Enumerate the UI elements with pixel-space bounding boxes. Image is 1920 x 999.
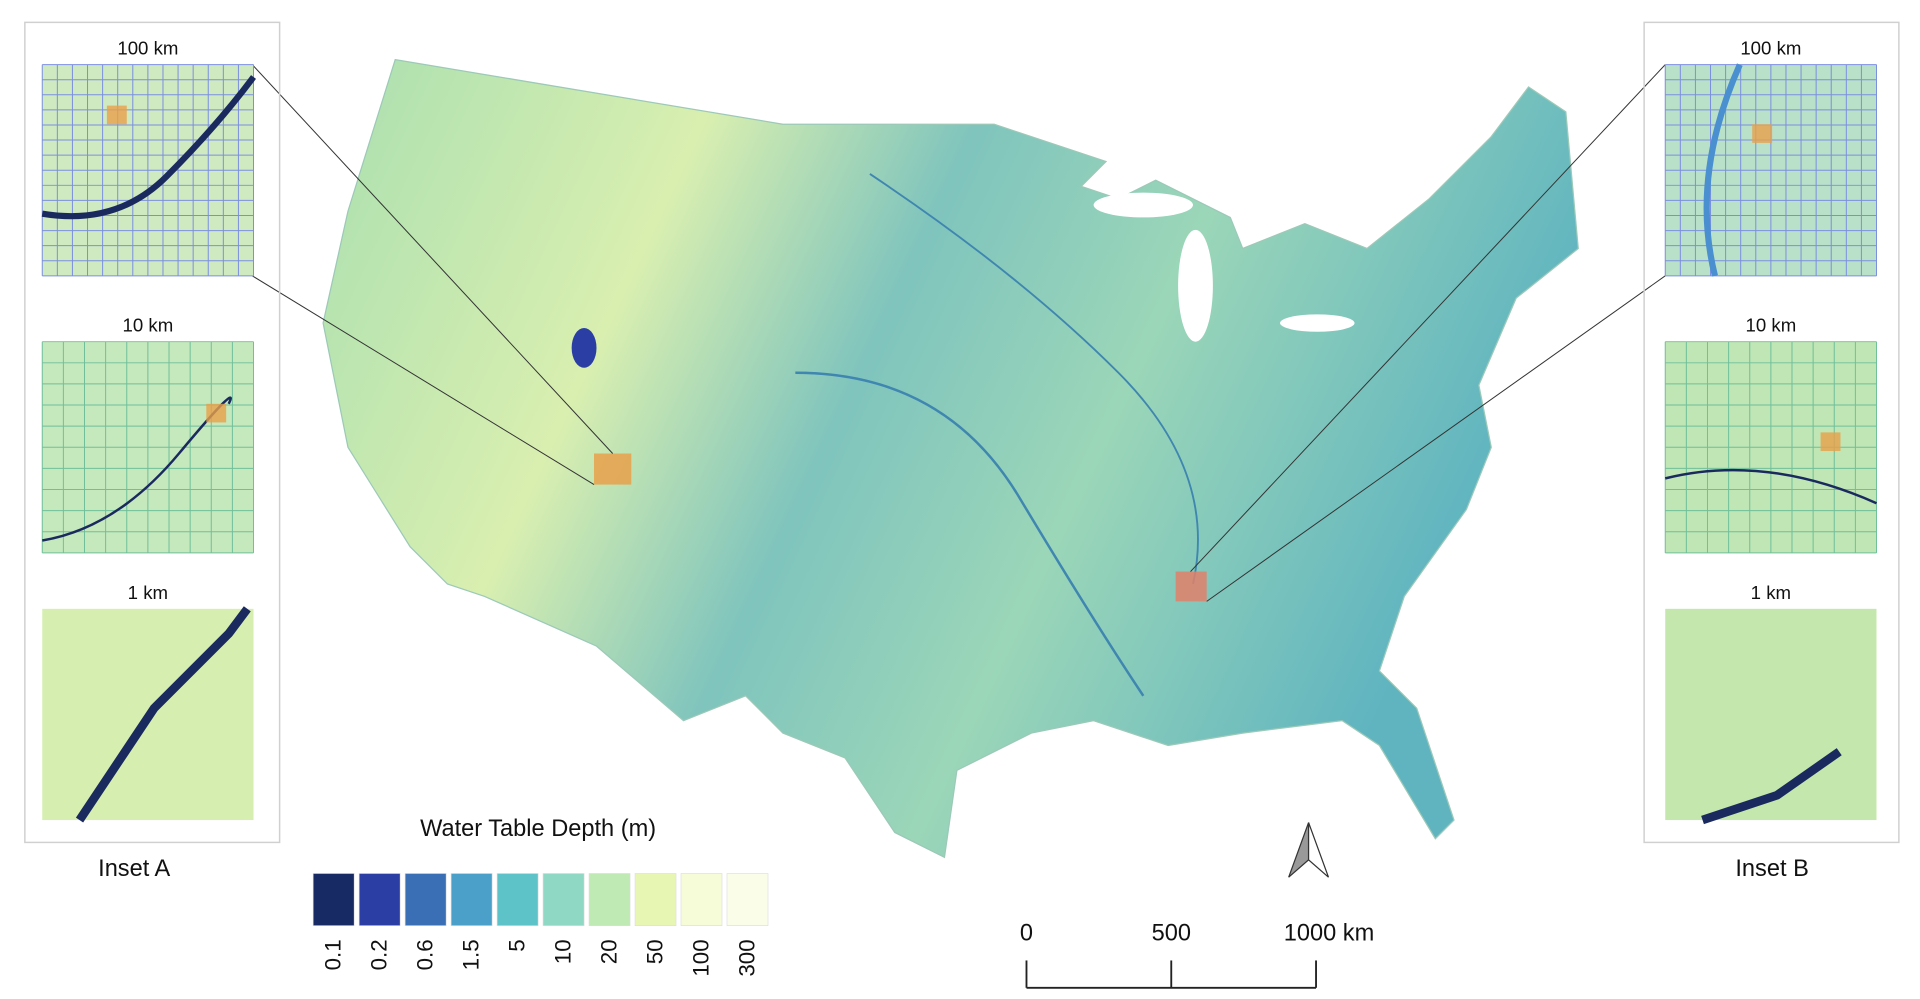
inset-scale-label: 100 km xyxy=(117,38,178,59)
inset-scale-label: 100 km xyxy=(1740,38,1801,59)
legend-label: 20 xyxy=(596,939,621,964)
legend-label: 300 xyxy=(734,939,759,976)
legend-label: 10 xyxy=(550,939,575,964)
legend-swatch xyxy=(726,873,769,926)
legend-label: 0.2 xyxy=(366,939,391,970)
inset-title: Inset B xyxy=(1735,856,1808,882)
inset-river xyxy=(42,396,232,542)
insets: 100 km 10 km 1 km Inset A 100 km 10 km 1 km Ins… xyxy=(24,21,1900,882)
lake-superior xyxy=(1093,192,1194,218)
legend-swatch xyxy=(588,873,631,926)
inset-scale-label: 1 km xyxy=(1751,582,1791,603)
inset-highlight xyxy=(1752,124,1773,143)
lake xyxy=(571,328,597,368)
connector xyxy=(1206,275,1666,602)
legend-label: 50 xyxy=(642,939,667,964)
inset-scale-label: 10 km xyxy=(123,315,174,336)
legend-title: Water Table Depth (m) xyxy=(420,816,656,842)
inset-river xyxy=(75,606,251,823)
inset-river xyxy=(1703,63,1743,277)
scale-label: 0 xyxy=(1020,921,1033,947)
scale-label: 1000 km xyxy=(1284,921,1375,947)
legend-swatch xyxy=(312,873,355,926)
scale-label: 500 xyxy=(1152,921,1191,947)
inset-panel xyxy=(1665,608,1877,821)
inset-river xyxy=(1664,468,1878,505)
inset-a-box xyxy=(594,453,632,485)
scale-bar: 0 500 1000 km xyxy=(1020,921,1375,989)
legend-swatch xyxy=(450,873,493,926)
legend-swatch xyxy=(634,873,677,926)
inset-frame xyxy=(24,21,281,844)
inset-scale-label: 1 km xyxy=(128,582,168,603)
north-arrow-left xyxy=(1288,822,1310,878)
north-arrow-right xyxy=(1307,822,1330,878)
us-land xyxy=(322,58,1579,859)
legend-swatch xyxy=(680,873,723,926)
north-arrow xyxy=(1288,822,1330,878)
legend-label: 5 xyxy=(504,939,529,951)
legend-label: 1.5 xyxy=(458,939,483,970)
legend-swatch xyxy=(404,873,447,926)
connector xyxy=(1190,64,1666,572)
inset-frame xyxy=(1643,21,1900,844)
legend-label: 100 xyxy=(688,939,713,976)
lake-erie xyxy=(1280,314,1355,332)
legend-swatch xyxy=(358,873,401,926)
inset-river xyxy=(1701,748,1842,825)
connector xyxy=(252,275,595,485)
inset-highlight xyxy=(1820,432,1841,452)
legend-label: 0.1 xyxy=(321,939,346,970)
inset-scale-label: 10 km xyxy=(1746,315,1797,336)
inset-highlight xyxy=(206,403,227,423)
inset-river xyxy=(41,75,256,220)
inset-highlight xyxy=(106,105,127,125)
connectors xyxy=(251,64,1666,602)
legend-swatch xyxy=(542,873,585,926)
lake-michigan xyxy=(1178,229,1213,342)
connector xyxy=(251,64,614,454)
river xyxy=(795,371,1145,697)
inset-title: Inset A xyxy=(98,856,170,882)
map xyxy=(322,58,1579,859)
legend: Water Table Depth (m) 0.1 0.2 0.6 1.5 5 10 20 50… xyxy=(312,816,769,977)
legend-swatch xyxy=(496,873,539,926)
legend-label: 0.6 xyxy=(412,939,437,970)
inset-b-box xyxy=(1175,571,1207,602)
river xyxy=(869,173,1199,585)
